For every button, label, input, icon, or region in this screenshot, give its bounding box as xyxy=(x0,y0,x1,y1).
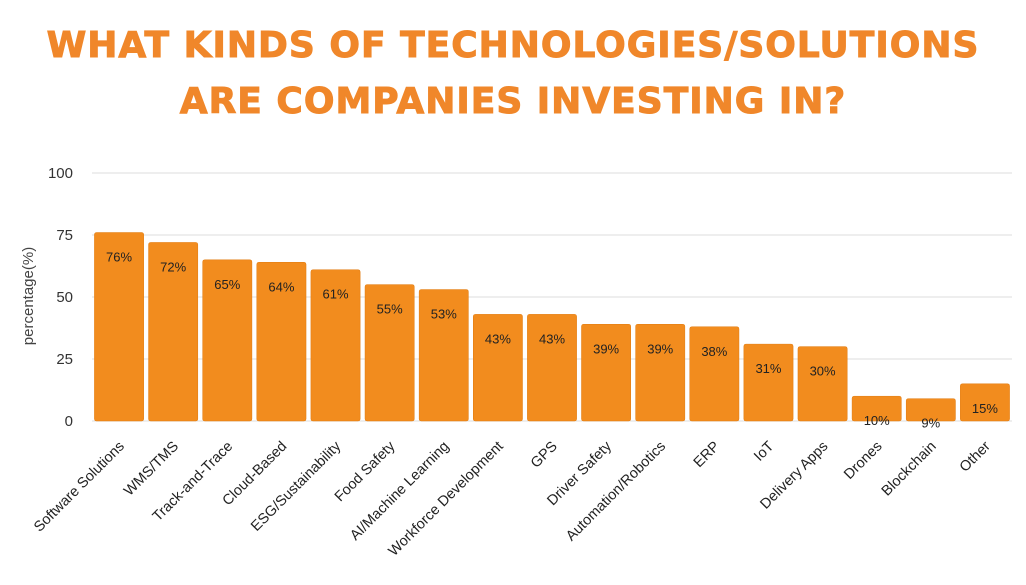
y-axis-ticks: 0 25 50 75 100 xyxy=(48,165,73,430)
data-label: 55% xyxy=(377,302,403,317)
data-label: 53% xyxy=(431,307,457,322)
x-tick-label: Drones xyxy=(841,439,885,483)
x-axis-category-labels: Software SolutionsWMS/TMSTrack-and-Trace… xyxy=(31,438,994,560)
chart-title-line-1: WHAT KINDS OF TECHNOLOGIES/SOLUTIONS xyxy=(46,25,980,66)
x-tick-label: ESG/Sustainability xyxy=(248,438,345,535)
bar-gps xyxy=(527,314,577,422)
data-label: 10% xyxy=(864,413,890,428)
data-label: 15% xyxy=(972,401,998,416)
y-tick-label: 0 xyxy=(65,413,73,430)
x-tick-label: Other xyxy=(957,438,994,475)
x-tick-label: Automation/Robotics xyxy=(563,439,669,545)
data-labels: 76% 72% 65% 64% 61% 55% 53% 43% 43% 39% 39% 38% 31% 3… xyxy=(106,250,998,431)
data-label: 38% xyxy=(701,344,727,359)
bar-workforce-development xyxy=(473,314,523,422)
chart-title-line-2: ARE COMPANIES INVESTING IN? xyxy=(179,81,847,122)
bar-blockchain xyxy=(905,398,956,422)
x-tick-label: Software Solutions xyxy=(31,439,128,536)
data-label: 72% xyxy=(160,259,186,274)
bar-automation-robotics xyxy=(635,324,686,422)
y-axis-label: percentage(%) xyxy=(20,247,37,345)
bars xyxy=(94,232,1010,422)
bar-ai-machine-learning xyxy=(418,289,469,422)
data-label: 43% xyxy=(539,331,565,346)
bar-wms-tms xyxy=(148,242,199,422)
data-label: 30% xyxy=(810,364,836,379)
data-label: 39% xyxy=(593,341,619,356)
data-label: 39% xyxy=(647,341,673,356)
x-tick-label: ERP xyxy=(691,439,723,471)
bar-driver-safety xyxy=(581,324,631,422)
bar-other xyxy=(960,383,1010,422)
bar-drones xyxy=(851,395,902,422)
x-tick-label: Blockchain xyxy=(879,439,940,500)
data-label: 31% xyxy=(755,361,781,376)
y-tick-label: 75 xyxy=(56,227,73,244)
data-label: 64% xyxy=(268,279,294,294)
bar-delivery-apps xyxy=(797,346,848,422)
bar-iot xyxy=(743,343,794,422)
x-tick-label: AI/Machine Learning xyxy=(347,439,452,544)
y-tick-label: 25 xyxy=(56,351,73,368)
data-label: 61% xyxy=(323,287,349,302)
y-tick-label: 50 xyxy=(56,289,73,306)
x-tick-label: GPS xyxy=(528,439,561,472)
y-tick-label: 100 xyxy=(48,165,73,182)
bar-food-safety xyxy=(364,284,415,422)
x-tick-label: IoT xyxy=(751,438,777,464)
x-tick-label: Workforce Development xyxy=(386,439,507,560)
data-label: 43% xyxy=(485,331,511,346)
bar-software-solutions xyxy=(94,232,144,422)
bar-esg-sustainability xyxy=(310,269,361,422)
bar-cloud-based xyxy=(256,262,307,422)
bar-track-and-trace xyxy=(202,259,253,422)
bar-erp xyxy=(689,326,740,422)
data-label: 65% xyxy=(214,277,240,292)
data-label: 76% xyxy=(106,250,132,265)
data-label: 9% xyxy=(921,416,940,431)
